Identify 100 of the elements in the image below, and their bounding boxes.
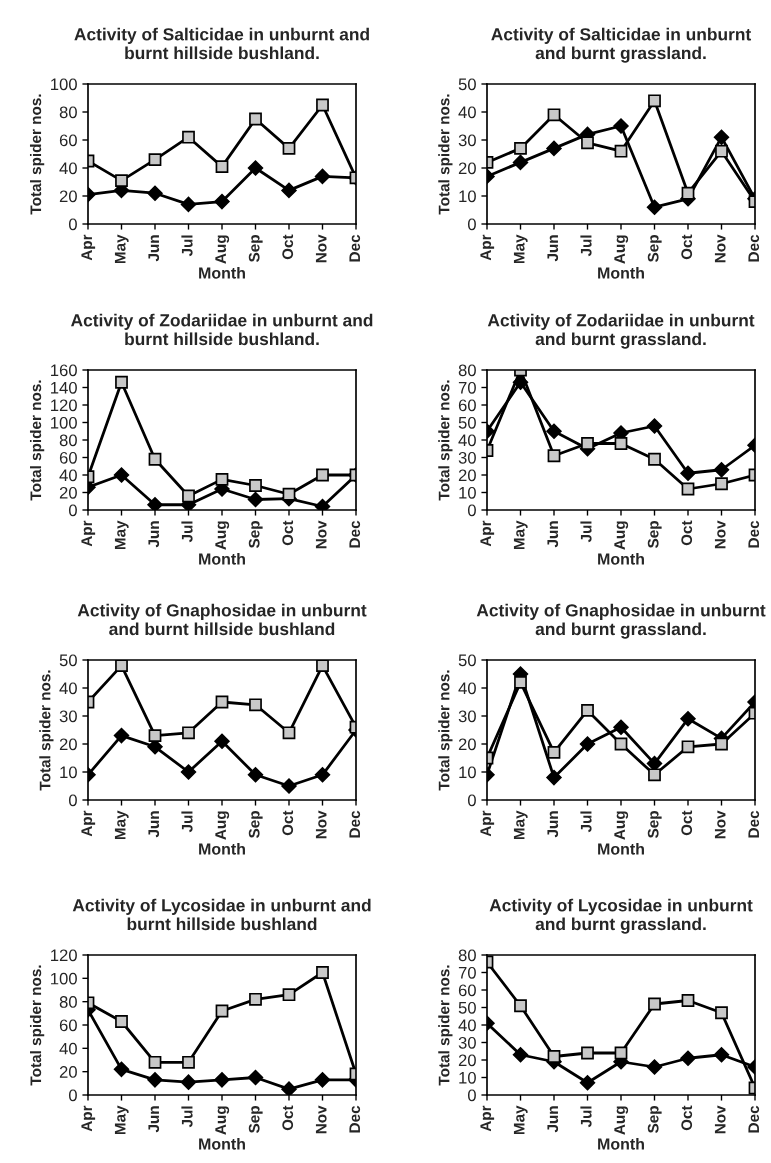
y-tick-label: 20 [458, 469, 476, 482]
x-tick-label: Oct [681, 810, 693, 836]
y-tick-label: 50 [59, 654, 77, 667]
x-tick-label: Oct [282, 234, 294, 260]
x-tick-label: Apr [81, 810, 96, 837]
x-tick-label: Jul [580, 521, 592, 543]
x-tick-label: May [513, 810, 528, 840]
x-tick-label: Aug [614, 1106, 629, 1135]
y-tick-label: 100 [51, 972, 77, 985]
y-tick-label: 80 [458, 949, 476, 962]
y-tick-label: 30 [458, 1036, 476, 1049]
x-tick-label: Jun [148, 521, 160, 548]
y-tick-label: 20 [59, 190, 77, 203]
y-tick-label: 0 [68, 1089, 77, 1102]
y-tick-label: 10 [459, 1071, 476, 1084]
x-axis-title: Month [598, 266, 644, 279]
x-tick-label: Nov [714, 1105, 726, 1134]
x-axis-title: Month [199, 552, 245, 565]
y-axis-title: Total spider nos. [29, 380, 45, 501]
y-tick-label: 20 [59, 486, 77, 499]
y-tick-label: 0 [467, 1089, 476, 1102]
x-tick-label: Aug [614, 235, 629, 264]
x-tick-label: Aug [215, 811, 230, 840]
x-tick-label: Apr [81, 1105, 96, 1132]
x-tick-label: Jun [547, 1106, 559, 1133]
chart-title: Activity of Zodariidae in unburnt and burnt grassland. [487, 313, 755, 349]
x-tick-label: Jul [580, 1106, 592, 1128]
x-tick-label: Jun [547, 811, 559, 838]
x-tick-label: Dec [349, 520, 361, 548]
x-tick-label: Oct [282, 520, 294, 546]
x-tick-label: May [114, 810, 129, 840]
x-tick-label: Oct [282, 810, 294, 836]
y-tick-label: 60 [59, 134, 77, 147]
y-tick-label: 100 [51, 416, 77, 429]
y-axis-title: Total spider nos. [438, 380, 453, 501]
y-tick-label: 80 [59, 434, 77, 447]
x-tick-label: Jun [547, 521, 559, 548]
y-tick-label: 60 [458, 984, 476, 997]
x-tick-label: Oct [681, 234, 693, 260]
x-tick-label: Apr [81, 520, 96, 547]
y-tick-label: 50 [458, 416, 476, 429]
y-tick-label: 100 [51, 78, 77, 91]
x-tick-label: Nov [714, 234, 726, 263]
x-tick-label: Sep [248, 521, 263, 548]
y-tick-label: 70 [458, 381, 476, 394]
y-tick-label: 40 [59, 469, 77, 482]
x-tick-label: Apr [81, 234, 96, 261]
y-tick-label: 60 [59, 451, 77, 464]
x-tick-label: Nov [315, 810, 327, 839]
y-tick-label: 20 [59, 738, 77, 751]
x-tick-label: Jul [580, 811, 592, 833]
y-tick-label: 0 [467, 794, 476, 807]
y-tick-label: 0 [68, 794, 77, 807]
y-tick-label: 60 [59, 1019, 77, 1032]
y-axis-title: Total spider nos. [438, 670, 453, 791]
x-tick-label: Sep [248, 235, 263, 262]
x-tick-label: Nov [315, 234, 327, 263]
x-tick-label: Apr [480, 810, 495, 837]
x-tick-label: Nov [315, 1105, 327, 1134]
x-tick-label: Dec [748, 1105, 760, 1133]
x-tick-label: Dec [349, 234, 361, 262]
x-tick-label: May [114, 234, 129, 264]
y-tick-label: 140 [51, 381, 77, 394]
x-tick-label: Sep [647, 235, 662, 262]
x-tick-label: Oct [681, 1105, 693, 1131]
x-tick-label: Apr [480, 520, 495, 547]
y-tick-label: 0 [68, 218, 77, 231]
x-tick-label: Jul [181, 521, 193, 543]
y-tick-label: 40 [59, 682, 77, 695]
y-tick-label: 40 [458, 682, 476, 695]
x-tick-label: Apr [480, 1105, 495, 1132]
y-tick-label: 40 [458, 434, 476, 447]
y-tick-label: 0 [68, 504, 77, 517]
x-tick-label: Sep [248, 811, 263, 838]
x-tick-label: Jul [181, 235, 193, 257]
y-tick-label: 70 [458, 966, 476, 979]
y-tick-label: 10 [459, 190, 476, 203]
y-tick-label: 0 [467, 504, 476, 517]
x-tick-label: Aug [215, 521, 230, 550]
x-tick-label: Sep [647, 521, 662, 548]
x-axis-title: Month [598, 1137, 644, 1150]
y-tick-label: 20 [59, 1066, 77, 1078]
x-tick-label: Aug [614, 521, 629, 550]
x-tick-label: May [114, 1105, 129, 1135]
x-tick-label: Dec [748, 810, 760, 838]
x-tick-label: May [513, 520, 528, 550]
x-tick-label: Jun [148, 235, 160, 262]
y-tick-label: 120 [51, 949, 77, 962]
x-tick-label: Aug [215, 235, 230, 264]
chart-title: Activity of Gnaphosidae in unburnt and burnt grassland. [476, 603, 766, 639]
x-tick-label: Nov [714, 810, 726, 839]
x-tick-label: Nov [714, 520, 726, 549]
y-tick-label: 40 [59, 1042, 77, 1055]
y-tick-label: 10 [459, 766, 476, 779]
x-tick-label: Sep [647, 1106, 662, 1133]
y-tick-label: 50 [458, 78, 476, 91]
y-axis-title: Total spider nos. [438, 94, 453, 215]
chart-title: Activity of Lycosidae in unburnt and burnt hillside bushland [72, 898, 371, 931]
x-tick-label: Dec [349, 810, 361, 838]
y-tick-label: 30 [59, 710, 77, 723]
